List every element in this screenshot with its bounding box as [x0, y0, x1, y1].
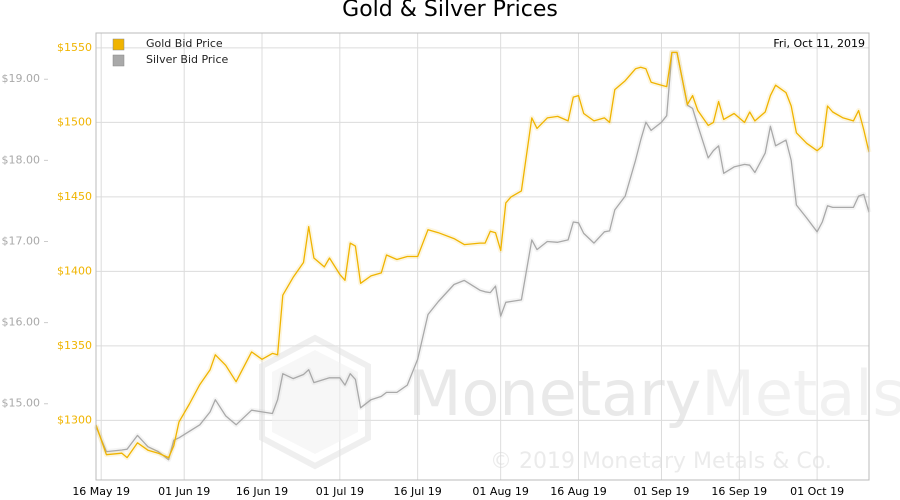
y2-tick-label: $17.00 [2, 234, 41, 247]
series-line [95, 51, 870, 461]
y2-tick-label: $19.00 [2, 72, 41, 85]
y-tick-label: $1300 [57, 413, 92, 426]
x-tick-label: 01 Jul 19 [316, 485, 364, 498]
legend: Gold Bid Price Silver Bid Price [112, 37, 229, 67]
x-tick-label: 01 Sep 19 [634, 485, 690, 498]
y-tick-label: $1450 [57, 190, 92, 203]
x-tick-label: 01 Aug 19 [472, 485, 528, 498]
y2-tick-label: $15.00 [2, 397, 41, 410]
plot-frame [95, 32, 870, 481]
lines [93, 49, 872, 463]
y-tick-label: $1500 [57, 115, 92, 128]
watermark-brand: MonetaryMetals [408, 357, 900, 430]
date-label: Fri, Oct 11, 2019 [773, 37, 865, 50]
chart-title: Gold & Silver Prices [342, 0, 558, 22]
y2-tick-label: $16.00 [2, 316, 41, 329]
watermark-logo-inner [272, 350, 358, 454]
legend-label: Gold Bid Price [146, 37, 223, 50]
legend-label: Silver Bid Price [146, 53, 229, 66]
grid: $1300 $1350 $1400 $1450 $1500 $1550 $15.00 $16.… [2, 33, 869, 498]
y2-tick-label: $18.00 [2, 153, 41, 166]
watermark: MonetaryMetals © 2019 Monetary Metals & … [259, 334, 900, 474]
watermark-brand-part: Metals [701, 357, 900, 430]
watermark-brand-part: Monetary [408, 357, 701, 430]
watermark-copyright: © 2019 Monetary Metals & Co. [490, 449, 832, 474]
y-tick-label: $1350 [57, 339, 92, 352]
y-tick-label: $1400 [57, 264, 92, 277]
x-tick-label: 16 Sep 19 [711, 485, 767, 498]
y-tick-label: $1550 [57, 41, 92, 54]
series-line [95, 51, 870, 459]
x-tick-label: 01 Jun 19 [158, 485, 210, 498]
x-tick-label: 01 Oct 19 [790, 485, 844, 498]
watermark-logo [259, 334, 371, 470]
x-tick-label: 16 Jul 19 [394, 485, 442, 498]
legend-swatch [112, 38, 125, 51]
x-tick-label: 16 May 19 [72, 485, 130, 498]
x-tick-label: 16 Aug 19 [550, 485, 606, 498]
legend-swatch [112, 54, 125, 67]
x-tick-label: 16 Jun 19 [236, 485, 288, 498]
